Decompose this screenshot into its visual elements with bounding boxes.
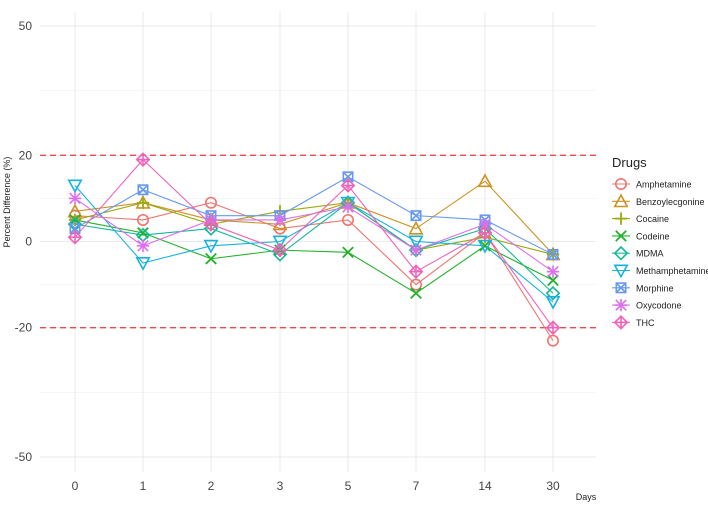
legend-item-cocaine: Cocaine: [612, 212, 669, 225]
data-point-thc: [545, 320, 561, 336]
data-point-methamphetamine: [67, 179, 83, 194]
series-line-methamphetamine: [74, 185, 554, 303]
data-point-oxycodone: [409, 243, 423, 257]
y-tick-label: -50: [15, 450, 33, 464]
data-point-methamphetamine: [135, 257, 151, 271]
x-tick-label: 30: [546, 479, 560, 493]
x-tick-label: 1: [140, 479, 147, 493]
legend-item-mdma: MDMA: [612, 245, 664, 261]
axes: Percent Difference (%) Days -50 -20 0 20 50 0…: [2, 19, 597, 502]
data-point-codeine: [342, 246, 354, 259]
legend-marker: [613, 245, 629, 261]
data-point-codeine: [137, 227, 149, 239]
data-point-thc: [203, 216, 219, 232]
data-point-codeine: [410, 287, 422, 300]
legend-marker: [615, 282, 627, 294]
data-point-thc: [67, 229, 83, 245]
series-line-morphine: [74, 176, 554, 255]
data-point-oxycodone: [341, 200, 355, 214]
series-line-mdma: [74, 202, 554, 294]
x-tick-label: 2: [208, 479, 215, 493]
data-point-thc: [340, 178, 356, 193]
data-point-codeine: [479, 239, 491, 252]
y-tick-label: 20: [19, 148, 33, 162]
data-point-thc: [477, 225, 493, 241]
legend-marker: [613, 193, 629, 208]
legend-item-oxycodone: Oxycodone: [612, 298, 682, 312]
legend-label: MDMA: [636, 249, 664, 259]
legend-marker: [614, 212, 628, 225]
data-point-amphetamine: [546, 334, 559, 347]
data-point-oxycodone: [68, 192, 82, 205]
data-point-benzoylecgonine: [408, 220, 424, 235]
data-point-methamphetamine: [203, 239, 219, 254]
data-point-amphetamine: [205, 196, 218, 209]
legend-marker: [614, 178, 627, 191]
data-point-morphine: [410, 210, 422, 222]
legend-item-codeine: Codeine: [612, 230, 670, 242]
x-tick-label: 3: [277, 479, 284, 493]
y-tick-label: 50: [19, 19, 33, 33]
legend-marker: [614, 298, 628, 312]
y-tick-label: -20: [15, 321, 33, 335]
legend-label: Cocaine: [636, 214, 669, 224]
data-point-methamphetamine: [545, 295, 561, 310]
data-point-thc: [408, 264, 424, 280]
data-point-morphine: [137, 184, 149, 196]
legend-label: Codeine: [636, 231, 670, 241]
series-line-oxycodone: [74, 197, 554, 273]
x-axis-title: Days: [576, 492, 597, 502]
y-tick-label: 0: [25, 235, 32, 249]
data-point-amphetamine: [137, 213, 150, 226]
data-point-methamphetamine: [408, 235, 424, 250]
data-point-oxycodone: [136, 239, 150, 253]
data-point-oxycodone: [478, 218, 492, 231]
x-tick-label: 5: [345, 479, 352, 493]
legend-marker: [615, 230, 627, 242]
data-point-oxycodone: [546, 265, 560, 278]
data-point-benzoylecgonine: [477, 173, 493, 188]
legend-label: Benzoylecgonine: [636, 197, 705, 207]
legend-label: THC: [636, 318, 655, 328]
legend-label: Oxycodone: [636, 301, 682, 311]
series-line-thc: [74, 158, 554, 329]
legend-item-amphetamine: Amphetamine: [612, 178, 692, 191]
data-point-thc: [272, 242, 288, 258]
legend-marker: [613, 315, 629, 330]
grid-layer: [40, 12, 596, 472]
data-point-thc: [135, 152, 151, 167]
data-point-amphetamine: [409, 278, 422, 291]
reference-lines: [40, 154, 596, 329]
legend-label: Amphetamine: [636, 180, 692, 190]
y-axis-title: Percent Difference (%): [2, 157, 12, 248]
legend: Drugs Amphetamine Benzoylecgonine Cocaine C…: [612, 155, 708, 330]
legend-marker: [613, 264, 629, 279]
data-point-amphetamine: [341, 213, 354, 226]
series-line-codeine: [74, 219, 554, 294]
series-lines: [74, 158, 554, 341]
legend-item-thc: THC: [612, 315, 655, 330]
legend-label: Methamphetamine: [636, 266, 708, 276]
x-tick-label: 0: [72, 479, 79, 493]
x-tick-label: 7: [413, 479, 420, 493]
data-point-codeine: [205, 252, 217, 265]
series-points: [67, 152, 561, 347]
data-point-morphine: [547, 248, 559, 260]
legend-item-methamphetamine: Methamphetamine: [612, 264, 708, 279]
data-point-methamphetamine: [477, 239, 493, 254]
legend-item-benzoylecgonine: Benzoylecgonine: [612, 193, 705, 208]
series-line-amphetamine: [74, 202, 554, 341]
data-point-cocaine: [136, 196, 150, 209]
data-point-codeine: [547, 274, 559, 287]
legend-title: Drugs: [612, 155, 647, 170]
legend-item-morphine: Morphine: [612, 282, 674, 294]
x-tick-label: 14: [478, 479, 492, 493]
legend-label: Morphine: [636, 283, 674, 293]
data-point-methamphetamine: [272, 235, 288, 250]
data-point-mdma: [545, 285, 561, 301]
data-point-oxycodone: [273, 213, 287, 227]
